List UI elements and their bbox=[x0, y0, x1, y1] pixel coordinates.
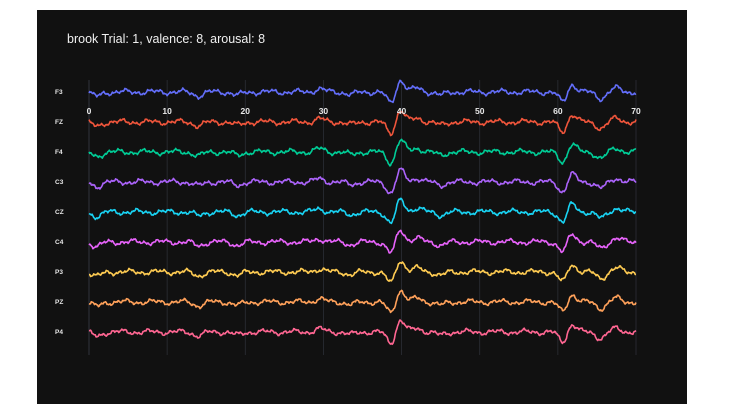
x-tick-label: 40 bbox=[397, 106, 407, 116]
x-tick-label: 60 bbox=[553, 106, 563, 116]
channel-label-cz: CZ bbox=[55, 209, 64, 216]
series-line-p4 bbox=[88, 319, 637, 346]
series-line-f3 bbox=[88, 79, 637, 104]
channel-label-f3: F3 bbox=[55, 89, 63, 96]
channel-label-c3: C3 bbox=[55, 179, 64, 186]
x-tick-label: 50 bbox=[475, 106, 485, 116]
series-line-cz bbox=[88, 197, 636, 225]
series-line-f4 bbox=[88, 138, 637, 167]
header-text bbox=[40, 0, 200, 6]
series-line-p3 bbox=[89, 261, 636, 282]
channel-label-fz: FZ bbox=[55, 119, 63, 126]
series-line-c3 bbox=[88, 167, 637, 195]
series-line-pz bbox=[88, 289, 637, 314]
plot-panel: brook Trial: 1, valence: 8, arousal: 8 F… bbox=[37, 10, 687, 404]
x-tick-label: 0 bbox=[87, 106, 92, 116]
chart-title: brook Trial: 1, valence: 8, arousal: 8 bbox=[67, 32, 266, 46]
x-tick-label: 70 bbox=[631, 106, 641, 116]
series-line-fz bbox=[88, 110, 637, 137]
x-tick-label: 20 bbox=[241, 106, 251, 116]
channel-label-pz: PZ bbox=[55, 299, 63, 306]
x-tick-label: 30 bbox=[319, 106, 329, 116]
channel-label-p4: P4 bbox=[55, 329, 63, 336]
channel-label-f4: F4 bbox=[55, 149, 63, 156]
channel-label-p3: P3 bbox=[55, 269, 63, 276]
series-line-c4 bbox=[88, 229, 637, 254]
channel-label-c4: C4 bbox=[55, 239, 64, 246]
x-tick-label: 10 bbox=[162, 106, 172, 116]
eeg-plot: F3 FZ F4 C3 CZ C4 P3 PZ P4 0 10 20 30 40 50 60 70 bbox=[55, 79, 641, 355]
